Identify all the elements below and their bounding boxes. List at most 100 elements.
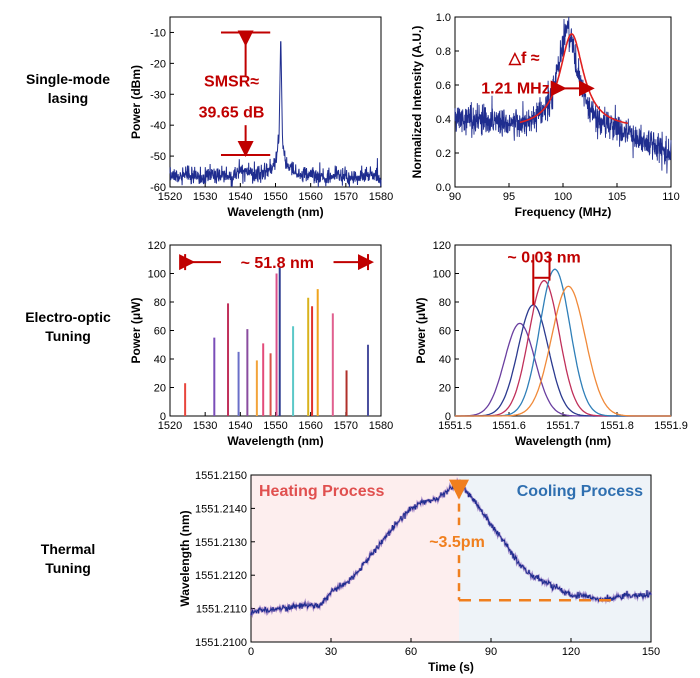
smsr-label: SMSR≈ xyxy=(204,74,259,91)
zoom-peak-curve xyxy=(455,280,671,417)
panel-eo-tuning: 1520 1530 1540 1550 1560 1570 1580 0 20 40 60 80 100… xyxy=(129,240,393,448)
y-tick-label: 1551.2120 xyxy=(195,570,247,582)
x-tick-label: 0 xyxy=(248,646,254,658)
x-tick-label: 110 xyxy=(662,191,680,203)
y-tick-label: -40 xyxy=(150,120,166,132)
y-tick-label: 0 xyxy=(160,411,166,423)
x-tick-label: 1570 xyxy=(334,420,358,432)
x-tick-label: 100 xyxy=(554,191,572,203)
spectrum-trace xyxy=(169,41,382,188)
y-tick-label: 100 xyxy=(148,269,166,281)
x-tick-label: 1551.8 xyxy=(600,420,634,432)
svg-text:Electro-optic: Electro-optic xyxy=(25,309,111,325)
heating-label: Heating Process xyxy=(259,483,384,500)
row-label-single-mode: Single-mode lasing xyxy=(26,71,110,106)
y-tick-label: 20 xyxy=(439,383,451,395)
plot-frame xyxy=(250,474,652,643)
panel-eo-zoom: 1551.5 1551.6 1551.7 1551.8 1551.9 0 20 40 60 80 1… xyxy=(414,240,688,448)
lorentzian-fit xyxy=(519,33,628,125)
zoom-peak-curve xyxy=(455,285,671,417)
x-tick-label: 105 xyxy=(608,191,626,203)
x-tick-label: 90 xyxy=(485,646,497,658)
y-tick-label: 80 xyxy=(439,297,451,309)
x-tick-label: 120 xyxy=(562,646,580,658)
x-tick-label: 1530 xyxy=(193,420,217,432)
x-tick-label: 1560 xyxy=(298,191,322,203)
panel-thermal: 0 30 60 90 120 150 1551.2100 1551.2110 1551.2120… xyxy=(178,470,660,674)
row-label-thermal: Thermal Tuning xyxy=(41,541,95,576)
linewidth-value: 1.21 MHz xyxy=(481,80,549,97)
y-axis-label: Wavelength (nm) xyxy=(178,510,192,606)
linewidth-label: △f ≈ xyxy=(508,50,540,67)
y-tick-label: 0.8 xyxy=(436,46,451,58)
y-tick-label: 1551.2130 xyxy=(195,537,247,549)
y-tick-label: 1551.2140 xyxy=(195,503,247,515)
y-axis-label: Power (μW) xyxy=(414,297,428,363)
y-tick-label: 0 xyxy=(445,411,451,423)
y-tick-label: 20 xyxy=(154,383,166,395)
x-tick-label: 60 xyxy=(405,646,417,658)
x-axis-label: Time (s) xyxy=(428,660,474,674)
x-axis-label: Wavelength (nm) xyxy=(227,205,323,219)
x-tick-label: 1551.6 xyxy=(492,420,526,432)
y-tick-label: 1551.2110 xyxy=(196,604,247,616)
x-tick-label: 1560 xyxy=(298,420,322,432)
y-tick-label: 1.0 xyxy=(436,12,451,24)
x-tick-label: 30 xyxy=(325,646,337,658)
y-tick-label: 40 xyxy=(154,354,166,366)
x-tick-label: 1570 xyxy=(334,191,358,203)
y-tick-label: -20 xyxy=(150,58,166,70)
panel-linewidth: 90 95 100 105 110 0.0 0.2 0.4 0.6 0.8 1.0 Frequency… xyxy=(410,12,680,219)
delta-label: ~3.5pm xyxy=(429,534,485,551)
y-tick-label: 120 xyxy=(433,240,451,252)
x-tick-label: 1540 xyxy=(228,191,252,203)
cooling-label: Cooling Process xyxy=(517,483,643,500)
x-tick-label: 90 xyxy=(449,191,461,203)
y-tick-label: -10 xyxy=(150,27,166,39)
x-tick-label: 1550 xyxy=(263,420,287,432)
y-tick-label: 1551.2100 xyxy=(195,637,247,649)
y-tick-label: -50 xyxy=(150,151,166,163)
row-label-electro-optic: Electro-optic Tuning xyxy=(25,309,111,344)
x-tick-label: 95 xyxy=(503,191,515,203)
x-tick-label: 1520 xyxy=(158,191,182,203)
svg-text:Tuning: Tuning xyxy=(45,560,91,576)
y-tick-label: 120 xyxy=(148,240,166,252)
y-tick-label: 0.0 xyxy=(436,182,451,194)
range-label: ~ 51.8 nm xyxy=(241,255,314,272)
smsr-value: 39.65 dB xyxy=(199,104,265,121)
y-axis-label: Power (μW) xyxy=(129,297,143,363)
shift-label: ~ 0.03 nm xyxy=(507,249,580,266)
y-tick-label: 60 xyxy=(154,326,166,338)
x-tick-label: 1580 xyxy=(369,191,393,203)
zoom-peak-curve xyxy=(455,322,671,417)
y-tick-label: 60 xyxy=(439,326,451,338)
x-tick-label: 1551.9 xyxy=(654,420,688,432)
x-axis-label: Frequency (MHz) xyxy=(515,205,612,219)
y-tick-label: 0.2 xyxy=(436,148,451,160)
panel-single-mode-spectrum: 1520 1530 1540 1550 1560 1570 1580 -60 -50 -40 -30… xyxy=(129,16,393,219)
zoom-peak-curve xyxy=(455,304,671,417)
cooling-region xyxy=(459,475,651,642)
y-axis-label: Power (dBm) xyxy=(129,65,143,139)
y-tick-label: -30 xyxy=(150,89,166,101)
x-tick-label: 1551.7 xyxy=(546,420,580,432)
y-tick-label: 100 xyxy=(433,269,451,281)
svg-text:Thermal: Thermal xyxy=(41,541,95,557)
svg-text:Single-mode: Single-mode xyxy=(26,71,110,87)
x-tick-label: 1530 xyxy=(193,191,217,203)
y-tick-label: 0.4 xyxy=(436,114,451,126)
x-tick-label: 1580 xyxy=(369,420,393,432)
linewidth-trace xyxy=(454,16,672,174)
x-axis-label: Wavelength (nm) xyxy=(227,434,323,448)
svg-text:Tuning: Tuning xyxy=(45,328,91,344)
x-axis-label: Wavelength (nm) xyxy=(515,434,611,448)
x-tick-label: 1551.5 xyxy=(438,420,472,432)
y-tick-label: -60 xyxy=(150,182,166,194)
y-tick-label: 1551.2150 xyxy=(195,470,247,482)
y-axis-label: Normalized Intensity (A.U.) xyxy=(410,26,424,179)
svg-text:lasing: lasing xyxy=(48,90,88,106)
x-tick-label: 150 xyxy=(642,646,660,658)
x-tick-label: 1520 xyxy=(158,420,182,432)
